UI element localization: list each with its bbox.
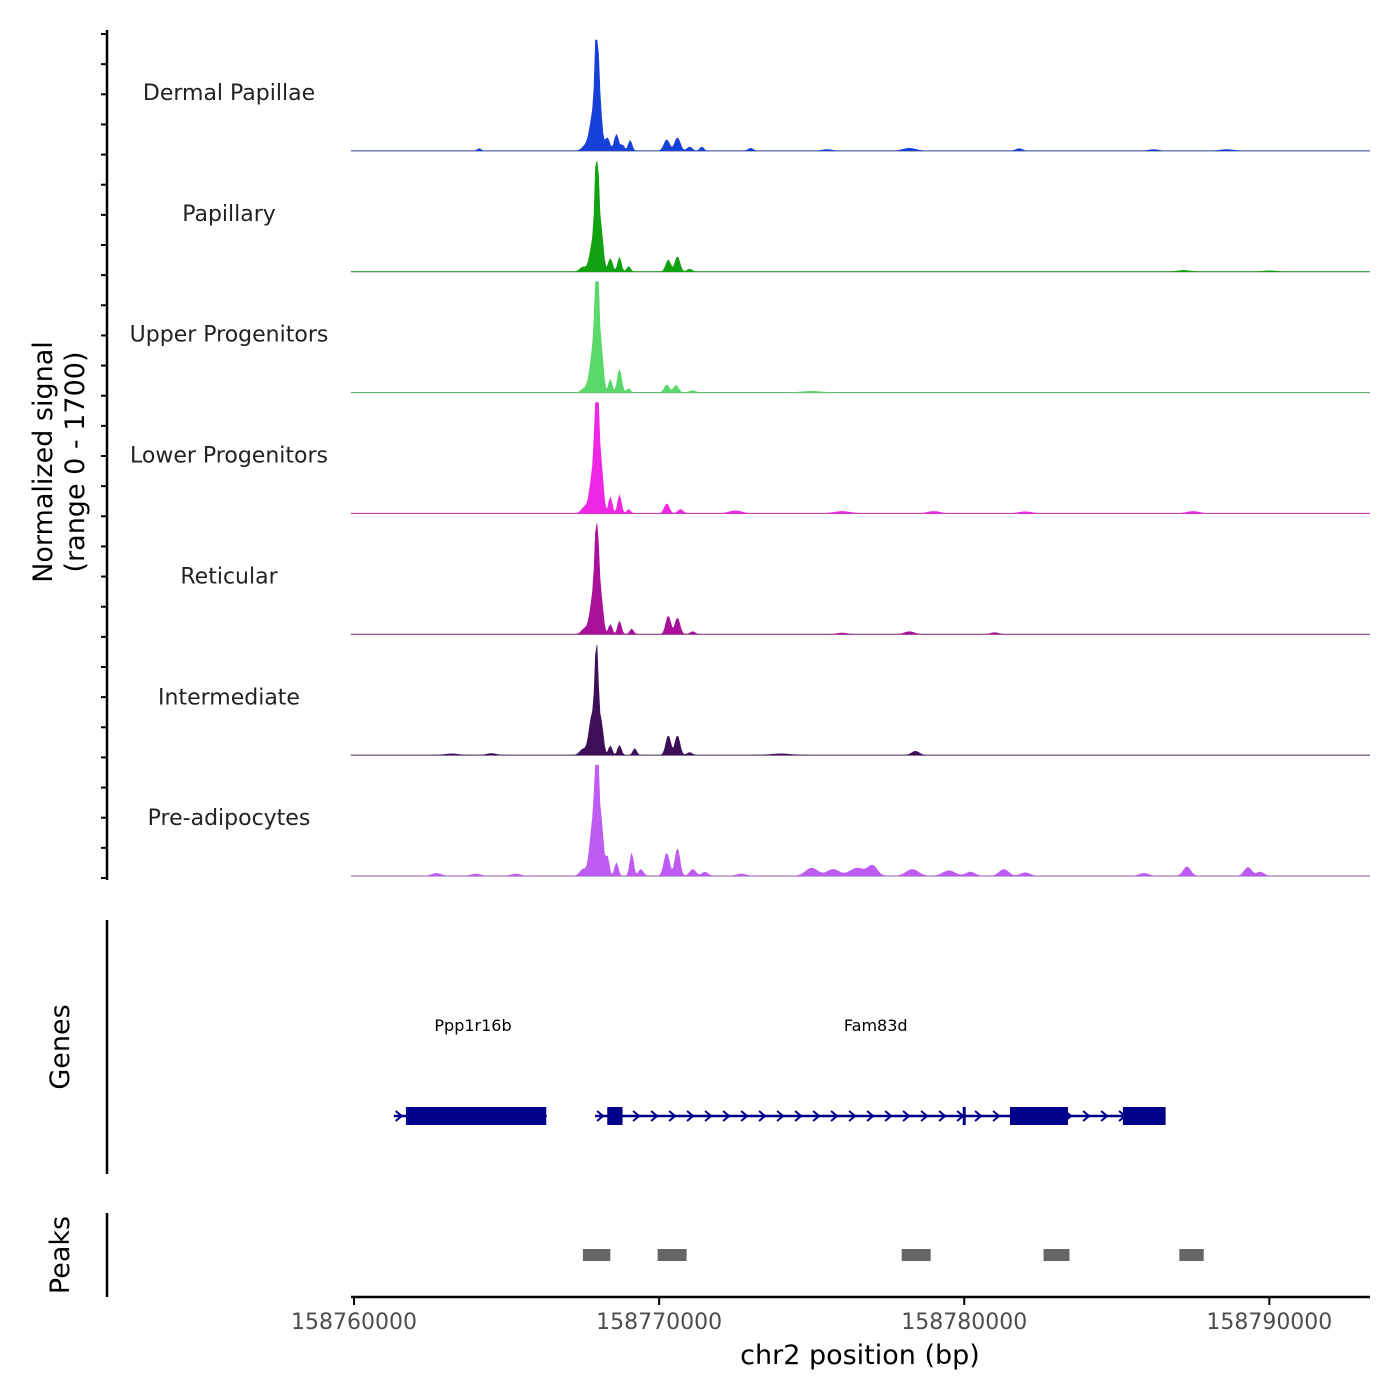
peak-regions [582,1249,1204,1261]
strand-arrow [848,1110,857,1122]
peak-region [657,1249,687,1261]
track-label: Pre-adipocytes [148,806,311,831]
gene-label: Fam83d [844,1016,908,1035]
gene-exon [1009,1107,1068,1125]
coverage-area [350,644,1371,756]
peaks-track-label: Peaks [45,1216,76,1294]
gene-annotations: Ppp1r16b Fam83d [393,1016,1166,1125]
track-4: Lower Progenitors [130,402,1371,514]
strand-arrow [632,1110,641,1122]
coverage-area [350,523,1371,635]
gene-exon [962,1107,966,1125]
track-1: Dermal Papillae [143,39,1371,152]
coverage-area [350,39,1371,152]
track-label: Upper Progenitors [130,323,329,348]
strand-arrow [740,1110,749,1122]
strand-arrow [992,1110,1001,1122]
track-2: Papillary [182,160,1371,273]
track-label: Reticular [180,564,278,589]
gene-2: Fam83d [595,1016,1166,1125]
x-tick-label: 158760000 [291,1310,417,1335]
gene-label: Ppp1r16b [434,1016,511,1035]
y-axis-label: Normalized signal [28,341,59,583]
coverage-axis-title: Normalized signal (range 0 - 1700) [28,341,91,583]
strand-arrow [596,1110,605,1122]
coverage-area [351,764,1370,877]
track-label: Dermal Papillae [143,81,315,106]
x-tick-label: 158790000 [1206,1310,1332,1335]
gene-exon [1122,1107,1166,1125]
strand-arrow [920,1110,929,1122]
coverage-area [350,281,1371,393]
genes-track-label: Genes [45,1004,76,1089]
strand-arrow [395,1110,404,1122]
strand-arrow [866,1110,875,1122]
coverage-area [350,402,1371,514]
track-6: Intermediate [158,644,1371,756]
strand-arrow [776,1110,785,1122]
track-label: Papillary [182,202,276,227]
strand-arrow [812,1110,821,1122]
y-axis-range-label: (range 0 - 1700) [60,352,91,573]
peak-region [582,1249,611,1261]
strand-arrow [722,1110,731,1122]
x-tick-label: 158770000 [596,1310,722,1335]
strand-arrow [884,1110,893,1122]
gene-1: Ppp1r16b [393,1016,548,1125]
peak-region [1043,1249,1070,1261]
track-label: Intermediate [158,685,300,710]
strand-arrow [704,1110,713,1122]
track-label: Lower Progenitors [130,444,328,469]
x-axis-label: chr2 position (bp) [740,1340,980,1371]
track-5: Reticular [180,523,1371,635]
gene-exon [607,1107,623,1125]
coverage-y-axis [101,30,109,880]
strand-arrow [758,1110,767,1122]
strand-arrow [974,1110,983,1122]
track-3: Upper Progenitors [130,281,1371,394]
gene-exon [405,1107,547,1125]
strand-arrow [686,1110,695,1122]
strand-arrow [938,1110,947,1122]
strand-arrow [650,1110,659,1122]
peak-region [1179,1249,1204,1261]
strand-arrow [668,1110,677,1122]
coverage-tracks: Dermal Papillae Papillary Upper Progenitor… [130,39,1371,877]
strand-arrow [830,1110,839,1122]
strand-arrow [794,1110,803,1122]
strand-arrow [1082,1110,1091,1122]
strand-arrow [1100,1110,1109,1122]
peak-region [901,1249,931,1261]
strand-arrow [902,1110,911,1122]
track-7: Pre-adipocytes [148,764,1370,877]
coverage-area [350,160,1371,273]
x-axis: 158760000 158770000 158780000 158790000 [291,1297,1332,1335]
x-tick-label: 158780000 [901,1310,1027,1335]
